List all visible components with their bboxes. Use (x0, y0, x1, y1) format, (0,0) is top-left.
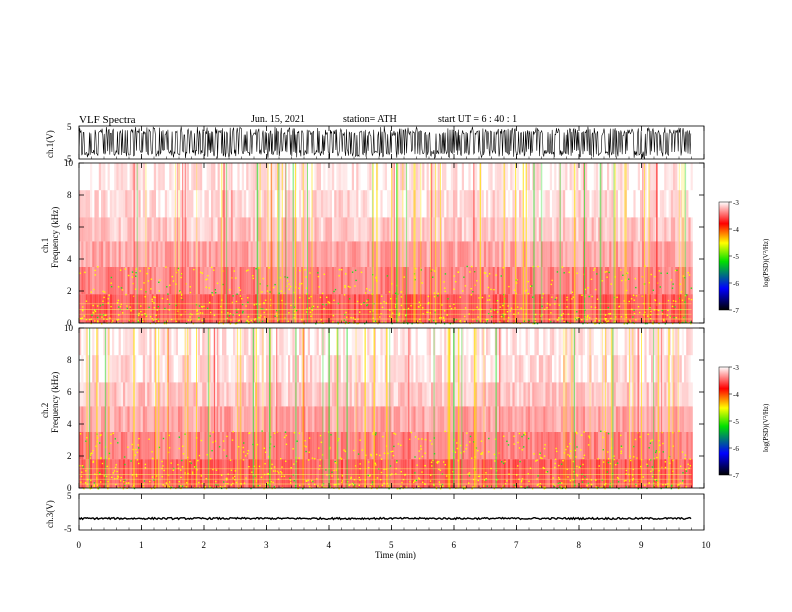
ch2-spec-ylabel-line1: ch.2 (40, 403, 50, 418)
spec-ytick-label: 4 (67, 419, 72, 429)
xaxis-label: Time (min) (375, 550, 416, 560)
spec-ytick-label: 2 (67, 451, 72, 461)
ch1-spec-ylabel-line1: ch.1 (40, 238, 50, 253)
xaxis-tick-label: 7 (514, 540, 519, 550)
ch1-waveform-panel: 5 -5 ch.1(V) (45, 122, 705, 164)
ch1-colorbar: -3 -4 -5 -6 -7 log(PSD)(V²/Hz) (718, 199, 770, 315)
xaxis-tick-label: 3 (264, 540, 269, 550)
xaxis-tick-label: 1 (139, 540, 144, 550)
colorbar-tick-label: -4 (733, 226, 739, 234)
spec-ytick-label: 2 (67, 286, 72, 296)
xaxis-tick-label: 2 (202, 540, 207, 550)
spec-ytick-label: 0 (67, 483, 72, 493)
spec-ytick-label: 10 (64, 323, 74, 333)
colorbar-tick-label: -3 (733, 364, 739, 372)
xaxis-tick-label: 10 (702, 540, 712, 550)
ch3-ylabel: ch.3(V) (45, 500, 55, 528)
ch1-spectrogram-panel: 0 2 4 6 8 10 ch.1 Frequency (kHz) -3 -4 -5 -6 -7 … (40, 158, 770, 328)
ch2-spec-ylabel-line2: Frequency (kHz) (50, 372, 60, 433)
ch1-ytick-bottom: -5 (64, 154, 72, 164)
colorbar-tick-label: -7 (733, 472, 739, 480)
spec-ytick-label: 8 (67, 355, 72, 365)
colorbar-tick-label: -5 (733, 418, 739, 426)
header-date: Jun. 15, 2021 (251, 114, 305, 125)
ch1-ytick-top: 5 (67, 122, 72, 132)
ch2-colorbar: -3 -4 -5 -6 -7 log(PSD)(V²/Hz) (718, 364, 770, 480)
ch2-colorbar-label: log(PSD)(V²/Hz) (762, 403, 770, 452)
ch2-spectrogram-panel: 0 2 4 6 8 10 ch.2 Frequency (kHz) -3 -4 -5 -6 -7 … (40, 323, 770, 493)
colorbar-tick-label: -3 (733, 199, 739, 207)
xaxis-tick-label: 4 (327, 540, 332, 550)
ch2-spectrogram-image (79, 328, 693, 490)
header-station: station= ATH (343, 114, 397, 125)
xaxis-tick-label: 9 (639, 540, 644, 550)
xaxis-tick-label: 8 (577, 540, 582, 550)
colorbar-tick-label: -5 (733, 253, 739, 261)
ch1-spec-ylabel-line2: Frequency (kHz) (50, 207, 60, 268)
figure-title: VLF Spectra (79, 114, 136, 126)
colorbar-tick-label: -7 (733, 307, 739, 315)
xaxis-tick-label: 0 (77, 540, 82, 550)
ch1-ylabel: ch.1(V) (45, 130, 55, 158)
ch3-ytick-bottom: -5 (64, 524, 72, 534)
header-start-time: start UT = 6 : 40 : 1 (438, 114, 518, 125)
xaxis-tick-label: 6 (452, 540, 457, 550)
ch1-waveform-trace (78, 125, 692, 160)
xaxis-tick-label: 5 (389, 540, 394, 550)
spec-ytick-label: 6 (67, 222, 72, 232)
colorbar-tick-label: -6 (733, 445, 739, 453)
spec-ytick-label: 6 (67, 387, 72, 397)
spec-ytick-label: 8 (67, 190, 72, 200)
spec-ytick-label: 0 (67, 318, 72, 328)
ch3-ytick-top: 5 (67, 491, 72, 501)
colorbar-tick-label: -6 (733, 280, 739, 288)
spec-ytick-label: 10 (64, 158, 74, 168)
ch1-colorbar-label: log(PSD)(V²/Hz) (762, 238, 770, 287)
ch3-waveform-trace (78, 516, 692, 521)
ch1-spectrogram-image (79, 163, 693, 325)
colorbar-tick-label: -4 (733, 391, 739, 399)
spec-ytick-label: 4 (67, 254, 72, 264)
time-axis: 0 1 2 3 4 5 6 7 8 9 10 (77, 126, 712, 550)
ch3-waveform-panel: 5 -5 ch.3(V) (45, 491, 705, 534)
